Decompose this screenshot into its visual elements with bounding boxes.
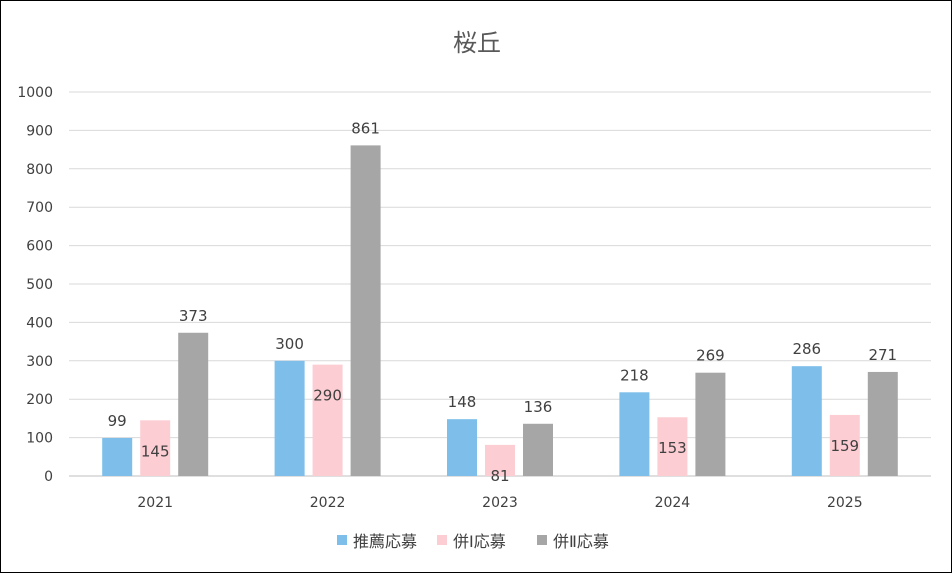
x-tick-label-2024: 2024 (655, 495, 691, 511)
bar-2022-series-1 (312, 364, 343, 476)
data-label-2022-series-0: 300 (275, 335, 304, 353)
data-labels: 99 145 373 300 290 861 148 81 136 218 153 269 286 159… (108, 119, 897, 485)
y-tick-label: 800 (26, 162, 53, 178)
legend-swatch-0 (337, 535, 347, 545)
legend: 推薦応募 併Ⅰ応募 併Ⅱ応募 (337, 532, 609, 551)
y-tick-label: 300 (26, 354, 53, 370)
x-tick-label-2023: 2023 (482, 495, 518, 511)
legend-label-2: 併Ⅱ応募 (553, 532, 609, 551)
data-label-2024-series-1: 153 (658, 439, 687, 457)
bar-2024-series-2 (695, 372, 726, 476)
y-tick-label: 1000 (17, 85, 53, 101)
y-tick-label: 200 (26, 392, 53, 408)
y-tick-label: 600 (26, 239, 53, 255)
data-label-2022-series-1: 290 (313, 387, 342, 405)
bar-2023-series-2 (523, 423, 553, 476)
x-axis-ticks: 2021 2022 2023 2024 2025 (137, 495, 862, 511)
data-label-2023-series-1: 81 (490, 467, 509, 485)
bar-2021-series-2 (178, 332, 209, 476)
data-label-2025-series-0: 286 (792, 340, 821, 358)
x-tick-label-2021: 2021 (137, 495, 173, 511)
data-label-2025-series-2: 271 (868, 346, 897, 364)
bar-2025-series-2 (867, 371, 898, 476)
data-label-2021-series-0: 99 (108, 412, 127, 430)
bar-2022-series-0 (274, 360, 305, 476)
legend-swatch-1 (437, 535, 447, 545)
y-tick-label: 900 (26, 123, 53, 139)
y-tick-label: 700 (26, 200, 53, 216)
chart-title: 桜丘 (453, 29, 501, 57)
legend-label-0: 推薦応募 (353, 532, 417, 551)
bar-2025-series-1 (829, 414, 860, 476)
bar-2021-series-1 (140, 420, 171, 476)
data-label-2023-series-2: 136 (524, 398, 553, 416)
bar-2023-series-1 (485, 444, 515, 476)
data-label-2025-series-1: 159 (830, 437, 859, 455)
x-tick-label-2025: 2025 (827, 495, 863, 511)
bar-2024-series-1 (657, 417, 688, 476)
bar-2021-series-0 (102, 437, 133, 476)
y-axis-ticks: 0 100 200 300 400 500 600 700 800 900 1000 (17, 85, 53, 485)
data-label-2024-series-0: 218 (620, 366, 649, 384)
data-label-2024-series-2: 269 (696, 347, 725, 365)
data-label-2021-series-1: 145 (141, 442, 170, 460)
data-label-2022-series-2: 861 (351, 119, 380, 137)
y-tick-label: 500 (26, 277, 53, 293)
legend-label-1: 併Ⅰ応募 (453, 532, 506, 551)
data-label-2023-series-0: 148 (448, 393, 477, 411)
bar-2022-series-2 (350, 145, 381, 476)
y-tick-label: 100 (26, 431, 53, 447)
y-tick-label: 400 (26, 315, 53, 331)
y-tick-label: 0 (44, 469, 53, 485)
x-tick-label-2022: 2022 (310, 495, 346, 511)
data-label-2021-series-2: 373 (179, 307, 208, 325)
bar-2025-series-0 (791, 366, 822, 476)
bars (102, 145, 898, 476)
bar-2023-series-0 (447, 419, 477, 476)
gridlines (69, 91, 931, 477)
bar-2024-series-0 (619, 392, 650, 476)
legend-swatch-2 (537, 535, 547, 545)
